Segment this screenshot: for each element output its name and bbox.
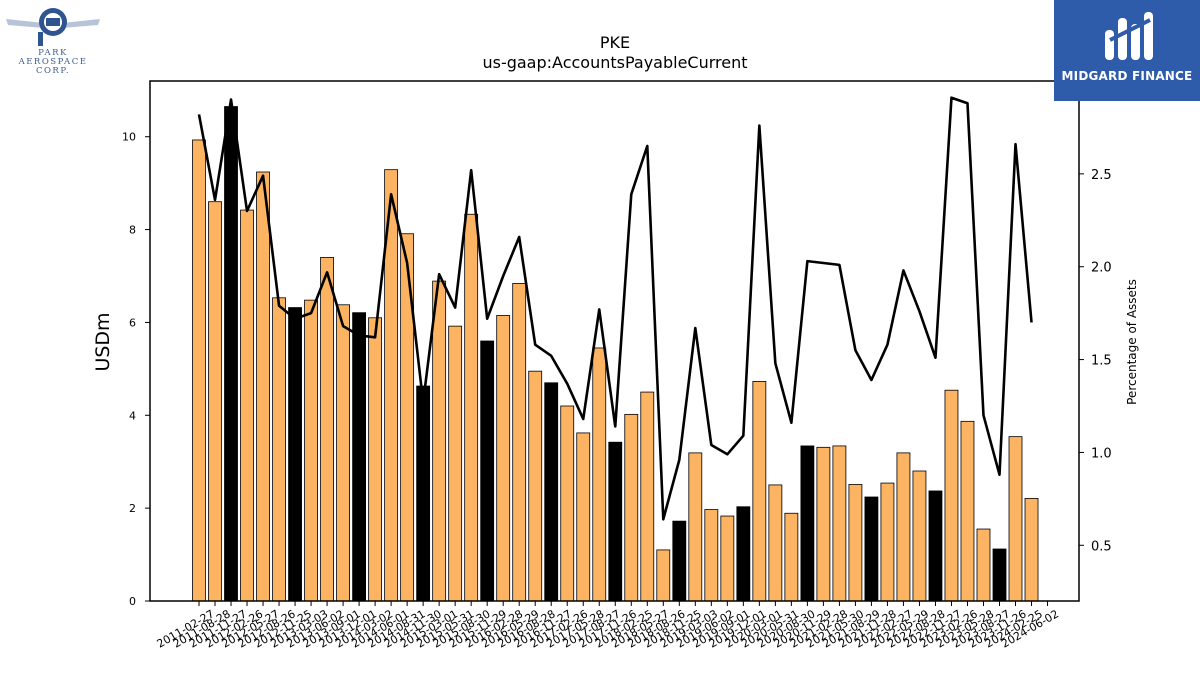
logo-line-2: AEROSPACE: [18, 57, 88, 67]
y-tick-label: 4: [129, 409, 136, 422]
y-tick-label: 0: [129, 595, 136, 608]
bar: [880, 482, 895, 602]
bar: [752, 380, 767, 602]
bar: [272, 297, 286, 602]
y2-tick-label: 1.5: [1091, 354, 1112, 369]
bar: [416, 385, 431, 602]
bar: [960, 420, 975, 602]
bar: [192, 139, 206, 602]
bar: [304, 299, 318, 602]
y-axis-left: 0 2 4 6 8 10: [122, 131, 150, 608]
bar: [640, 391, 655, 602]
park-aerospace-logo: PARK AEROSPACE CORP.: [4, 4, 102, 76]
y-axis-right: 0.5 1.0 1.5 2.0 2.5: [1079, 168, 1112, 554]
y-axis-label: USDm: [92, 312, 114, 371]
bar: [480, 340, 495, 602]
bar: [352, 312, 367, 602]
percent-of-assets-line: [197, 96, 1033, 521]
y2-tick-label: 2.5: [1091, 168, 1112, 183]
bar: [432, 280, 447, 602]
chart-subtitle: us-gaap:AccountsPayableCurrent: [482, 53, 747, 72]
midgard-finance-logo: MIDGARD FINANCE: [1054, 0, 1200, 101]
bar: [912, 470, 927, 602]
bar: [848, 484, 863, 602]
bar: [560, 405, 575, 602]
y-tick-label: 10: [122, 131, 136, 144]
bar: [512, 283, 527, 602]
park-aerospace-emblem-icon: [6, 8, 100, 46]
bar: [224, 106, 238, 602]
y2-axis-label: Percentage of Assets: [1125, 279, 1139, 405]
bar: [320, 257, 334, 602]
bar: [736, 506, 751, 602]
bar: [256, 171, 270, 602]
bar: [672, 520, 687, 602]
logo-line-1: PARK: [38, 48, 68, 58]
plot-frame: [149, 80, 1080, 602]
bar: [288, 307, 302, 602]
bar: [864, 496, 879, 602]
bar: [768, 484, 783, 602]
y-tick-label: 6: [129, 316, 136, 329]
midgard-brand-text: MIDGARD FINANCE: [1061, 69, 1193, 83]
bar: [688, 452, 703, 602]
bar: [816, 446, 831, 602]
bar: [400, 233, 415, 602]
bar: [544, 382, 559, 602]
bars-group: [192, 106, 1039, 602]
bar: [608, 441, 623, 602]
bar: [496, 315, 511, 602]
bar: [464, 213, 479, 602]
line-group: [197, 96, 1033, 521]
bar: [896, 452, 911, 602]
y-tick-label: 8: [129, 224, 136, 237]
bar: [800, 445, 815, 602]
bar: [976, 528, 991, 602]
bar: [592, 347, 607, 602]
y2-tick-label: 0.5: [1091, 539, 1112, 554]
bar: [336, 304, 350, 602]
y2-tick-label: 2.0: [1091, 261, 1112, 276]
x-axis: 2011-02-272011-08-282011-11-272012-02-26…: [155, 601, 1061, 651]
chart-title: PKE: [600, 33, 630, 52]
y-tick-label: 2: [129, 502, 136, 515]
bar: [928, 490, 943, 602]
bar: [656, 549, 671, 602]
y2-tick-label: 1.0: [1091, 446, 1112, 461]
bar: [1008, 436, 1023, 602]
bar: [992, 548, 1007, 602]
bar: [944, 389, 959, 602]
bar: [576, 432, 591, 602]
bar: [624, 413, 639, 602]
bar: [240, 209, 254, 602]
logo-line-3: CORP.: [35, 66, 71, 76]
bar: [368, 317, 383, 602]
bar: [448, 325, 463, 602]
bar: [720, 515, 735, 602]
bar: [1024, 497, 1039, 602]
bar: [528, 370, 543, 602]
bar: [208, 201, 222, 602]
bar: [784, 512, 799, 602]
midgard-emblem-icon: [1105, 12, 1153, 60]
bar: [832, 445, 847, 602]
bar: [704, 509, 719, 602]
